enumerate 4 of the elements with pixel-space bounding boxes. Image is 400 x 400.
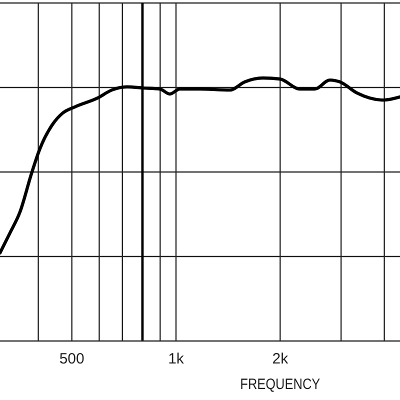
x-tick-label: 500 — [59, 350, 84, 368]
x-axis-title: FREQUENCY — [240, 374, 320, 392]
x-tick-label: 1k — [168, 350, 184, 368]
x-tick-label: 2k — [272, 350, 289, 368]
